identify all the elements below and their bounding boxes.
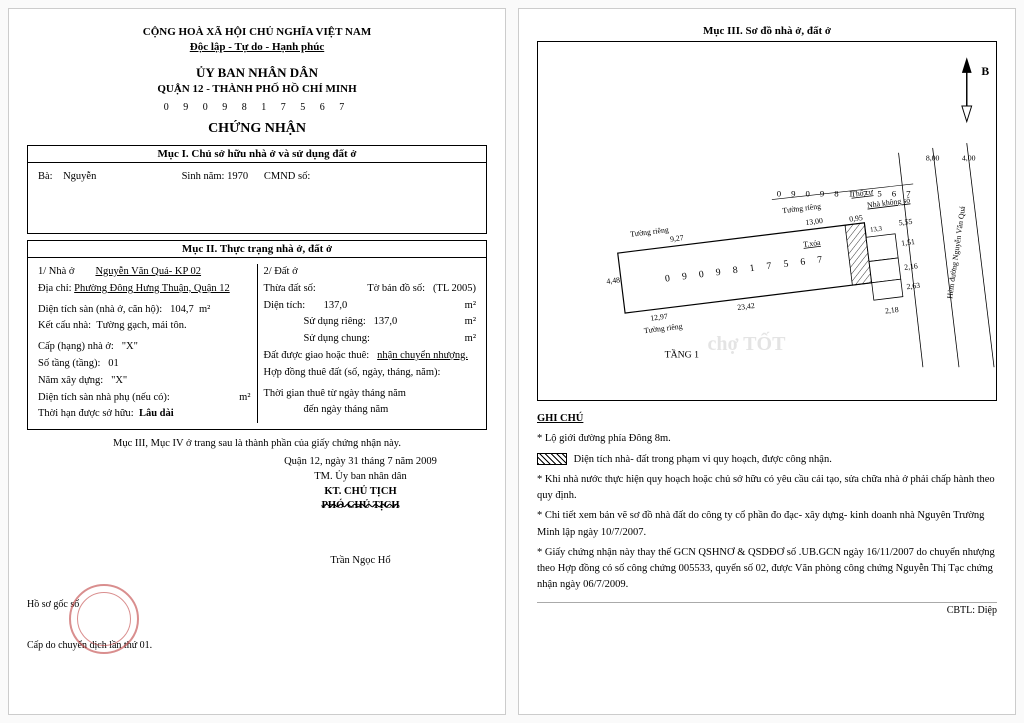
grade-label: Cấp (hạng) nhà ở: (38, 341, 114, 352)
cmnd-label: CMND số: (264, 171, 310, 182)
section-2-box: Mục II. Thực trạng nhà ở, đất ở 1/ Nhà ở… (27, 240, 487, 430)
serial-line: 0 9 0 9 8 1 7 5 6 7 (27, 101, 487, 115)
term-value: Lâu dài (139, 408, 174, 419)
m2-aux: m² (239, 390, 250, 407)
floors-value: 01 (108, 358, 119, 369)
wall-label-1: Tường riêng (630, 225, 670, 239)
sig-kt: KT. CHỦ TỊCH (234, 485, 487, 500)
dim-k: 2,63 (906, 281, 921, 292)
note-1: * Lộ giới đường phía Đông 8m. (537, 431, 997, 447)
term-label: Thời hạn được sở hữu: (38, 408, 134, 419)
vertical-divider (257, 264, 258, 423)
upper-serial: 0 9 0 9 8 1 7 5 6 7 (777, 189, 915, 199)
house-label: 1/ Nhà ở (38, 266, 74, 277)
aux-label: Diện tích sàn nhà phụ (nếu có): (38, 392, 170, 403)
page-note: Mục III, Mục IV ở trang sau là thành phầ… (27, 438, 487, 449)
title-line: CHỨNG NHẬN (27, 119, 487, 139)
country-line: CỘNG HOÀ XÃ HỘI CHỦ NGHĨA VIỆT NAM (27, 25, 487, 40)
year-value: "X" (111, 375, 127, 386)
district-line: QUẬN 12 - THÀNH PHỐ HỒ CHÍ MINH (27, 82, 487, 97)
dim-b: 13,00 (805, 216, 824, 227)
sig-place-date: Quận 12, ngày 31 tháng 7 năm 2009 (234, 455, 487, 470)
dim-h: 8,00 (926, 154, 940, 163)
grade-value: "X" (122, 341, 138, 352)
map-title: Mục III. Sơ đồ nhà ở, đất ở (537, 25, 997, 37)
area-value: 137,0 (324, 300, 348, 311)
mapsheet-label: Tờ bản đồ số: (367, 283, 425, 294)
land-label: 2/ Đất ở (264, 264, 477, 281)
header-block: CỘNG HOÀ XÃ HỘI CHỦ NGHĨA VIỆT NAM Độc l… (27, 25, 487, 139)
sig-pct: PHÓ CHỦ TỊCH (234, 499, 487, 514)
addr-label: Địa chỉ: (38, 283, 72, 294)
house-col: 1/ Nhà ở Nguyễn Văn Quá- KP 02 Địa chỉ: … (38, 264, 251, 423)
section-1-title: Mục I. Chủ sở hữu nhà ở và sử dụng đất ở (28, 146, 486, 163)
grant-value: nhận chuyển nhượng. (377, 350, 468, 361)
section-2-title: Mục II. Thực trạng nhà ở, đất ở (28, 241, 486, 258)
land-col: 2/ Đất ở Thừa đất số: Tờ bản đồ số: (TL … (264, 264, 477, 423)
sig-tm: TM. Ủy ban nhân dân (234, 470, 487, 485)
dim-l: 2,16 (904, 261, 919, 272)
birth-year: 1970 (227, 171, 248, 182)
dim-m: 2,18 (884, 305, 899, 316)
house-value: Nguyễn Văn Quá- KP 02 (95, 266, 201, 277)
floor-area-label: Diện tích sàn (nhà ở, căn hộ): (38, 304, 162, 315)
signature-block: Quận 12, ngày 31 tháng 7 năm 2009 TM. Ủy… (234, 455, 487, 568)
note-4: * Chi tiết xem bản vẽ sơ đồ nhà đất do c… (537, 508, 997, 541)
floor-area: 104,7 (170, 304, 194, 315)
map-svg: B Hẻm đường Nguyễn Văn Quá 8,00 4,00 0 9… (538, 42, 996, 400)
dim-e: 4,48 (606, 275, 621, 286)
cbtl-line: CBTL: Diệp (537, 602, 997, 616)
note-3: * Khi nhà nước thực hiện quy hoạch hoặc … (537, 472, 997, 505)
notes-block: GHI CHÚ * Lộ giới đường phía Đông 8m. Di… (537, 411, 997, 594)
grant-label: Đất được giao hoặc thuê: (264, 350, 370, 361)
note-2: Diện tích nhà- đất trong phạm vi quy hoạ… (574, 454, 832, 465)
hatch-legend-icon (537, 453, 567, 465)
compass-icon: B (962, 57, 989, 121)
dim-c: 23,42 (737, 301, 756, 312)
lease-from: Thời gian thuê từ ngày tháng năm (264, 386, 477, 403)
wall-label-2: Tường riêng (782, 202, 822, 216)
floors-label: Số tầng (tầng): (38, 358, 100, 369)
committee-line: ỦY BAN NHÂN DÂN (27, 64, 487, 82)
dim-a: 9,27 (669, 233, 684, 244)
m2-shared: m² (465, 331, 476, 348)
dim-i: 4,00 (962, 154, 976, 163)
contract-line: Hợp đồng thuê đất (số, ngày, tháng, năm)… (264, 365, 477, 382)
compass-label: B (981, 65, 989, 78)
mapsheet-value: (TL 2005) (433, 283, 476, 294)
dim-o: 13,3 (870, 225, 883, 233)
private-use-label: Sử dụng riêng: (304, 316, 366, 327)
structure-value: Tường gạch, mái tôn. (96, 320, 186, 331)
dim-n: 5,55 (898, 217, 913, 228)
section-1-box: Mục I. Chủ sở hữu nhà ở và sử dụng đất ở… (27, 145, 487, 234)
motto-line: Độc lập - Tự do - Hạnh phúc (27, 40, 487, 55)
m2-private: m² (465, 314, 476, 331)
note-5: * Giấy chứng nhận này thay thế GCN QSHNƠ… (537, 545, 997, 594)
dim-d: 12,97 (650, 312, 669, 323)
wall-label-3: Tường riêng (643, 322, 683, 336)
lease-to: đến ngày tháng năm (264, 402, 477, 419)
area-label: Diện tích: (264, 300, 306, 311)
m2-unit: m² (199, 304, 210, 315)
dim-j: 1,51 (901, 237, 916, 248)
site-map: B Hẻm đường Nguyễn Văn Quá 8,00 4,00 0 9… (537, 41, 997, 401)
certificate-left-page: CỘNG HOÀ XÃ HỘI CHỦ NGHĨA VIỆT NAM Độc l… (8, 8, 506, 715)
owner-name: Nguyễn (63, 171, 96, 182)
floor-label: TẦNG 1 (665, 347, 699, 360)
official-seal-icon (69, 584, 139, 654)
private-use-value: 137,0 (374, 316, 398, 327)
certificate-right-page: Mục III. Sơ đồ nhà ở, đất ở B Hẻm đường … (518, 8, 1016, 715)
dim-g: 0,95 (849, 213, 864, 224)
sig-signer: Trần Ngọc Hổ (234, 554, 487, 569)
parcel-label: Thừa đất số: (264, 283, 316, 294)
notes-heading: GHI CHÚ (537, 411, 997, 427)
shared-use-label: Sử dụng chung: (304, 333, 370, 344)
m2-area: m² (465, 298, 476, 315)
structure-label: Kết cấu nhà: (38, 320, 91, 331)
birth-label: Sinh năm: (182, 171, 225, 182)
year-label: Năm xây dựng: (38, 375, 103, 386)
owner-prefix: Bà: (38, 171, 53, 182)
road-label: Hẻm đường Nguyễn Văn Quá (945, 205, 967, 299)
addr-value: Phường Đông Hưng Thuận, Quận 12 (74, 283, 230, 294)
